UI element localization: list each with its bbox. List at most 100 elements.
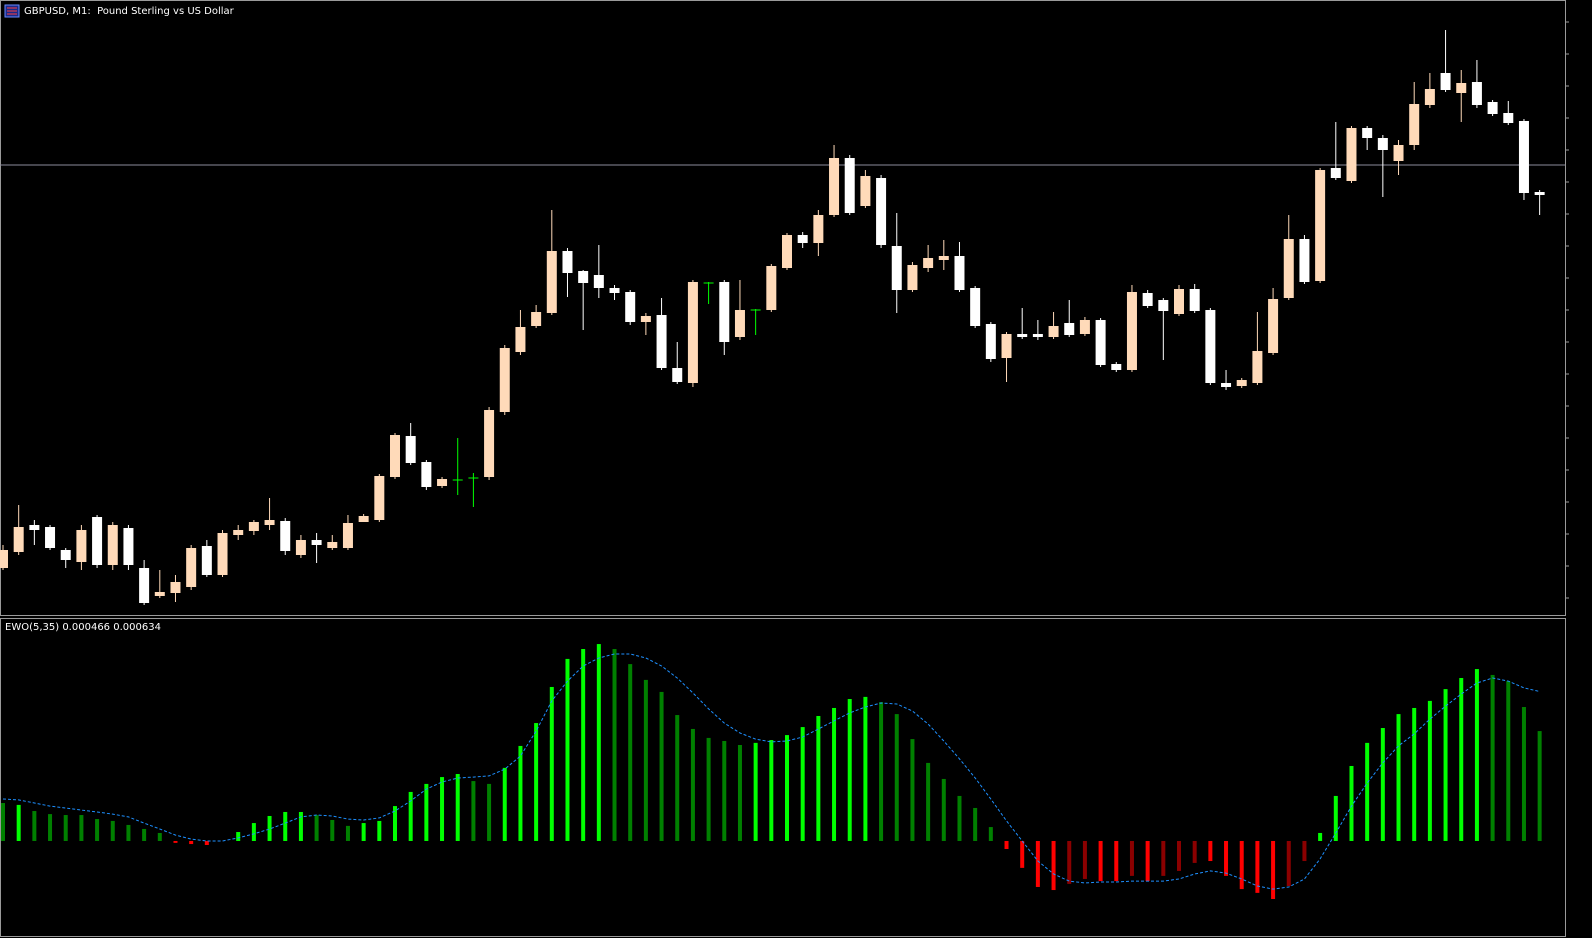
candle-body bbox=[1236, 380, 1247, 386]
candle-body bbox=[782, 235, 792, 268]
histogram-bar bbox=[800, 727, 805, 841]
histogram-bar bbox=[1177, 840, 1181, 871]
candle-body bbox=[1252, 351, 1263, 383]
candle-body bbox=[186, 548, 197, 587]
histogram-bar bbox=[1192, 840, 1197, 863]
histogram-bar bbox=[612, 649, 617, 841]
candle-body bbox=[1362, 128, 1373, 138]
histogram-bar bbox=[32, 811, 37, 841]
signal-line bbox=[2, 653, 1540, 890]
histogram-bar bbox=[910, 739, 915, 841]
histogram-bar bbox=[298, 811, 303, 841]
candle-body bbox=[233, 530, 244, 535]
candle-body bbox=[421, 462, 432, 487]
candle-body bbox=[499, 348, 510, 412]
histogram-bar bbox=[1129, 840, 1134, 876]
histogram-bar bbox=[1051, 840, 1056, 891]
chart-title: GBPUSD, M1: Pound Sterling vs US Dollar bbox=[24, 6, 235, 17]
histogram-bar bbox=[879, 702, 884, 841]
candle-body bbox=[954, 256, 965, 290]
candle-body bbox=[687, 282, 698, 383]
candle-body bbox=[1424, 89, 1435, 105]
candle-body bbox=[1205, 310, 1216, 383]
candle-body bbox=[484, 410, 495, 477]
candle-body bbox=[797, 235, 808, 243]
histogram-bar bbox=[204, 840, 209, 845]
histogram-bar bbox=[361, 823, 366, 841]
histogram-bar bbox=[1427, 700, 1432, 841]
histogram-bar bbox=[847, 699, 852, 841]
candle-body bbox=[640, 316, 651, 322]
candle-body bbox=[719, 282, 730, 342]
histogram-bar bbox=[1208, 840, 1213, 862]
indicator-title: EWO(5,35) 0.000466 0.000634 bbox=[5, 622, 161, 633]
candle-body bbox=[1330, 168, 1341, 178]
histogram-bar bbox=[189, 840, 194, 845]
candle-body bbox=[374, 476, 385, 520]
price-panel-border bbox=[0, 0, 1566, 616]
candle-body bbox=[1111, 364, 1122, 370]
candle-body bbox=[1315, 170, 1326, 281]
histogram-bar bbox=[565, 658, 570, 841]
histogram-bar bbox=[1490, 674, 1495, 841]
histogram-bar bbox=[314, 815, 319, 841]
candle-body bbox=[0, 550, 8, 568]
histogram-bar bbox=[1004, 840, 1009, 850]
histogram-bar bbox=[1333, 795, 1338, 841]
histogram-bar bbox=[628, 664, 633, 841]
histogram-bar bbox=[377, 820, 382, 841]
candle-body bbox=[1142, 293, 1153, 306]
histogram-bar bbox=[1506, 681, 1511, 841]
histogram-bar bbox=[1, 803, 5, 841]
histogram-bar bbox=[408, 791, 413, 841]
histogram-bar bbox=[1035, 840, 1040, 887]
histogram-bar bbox=[157, 832, 162, 841]
histogram-bar bbox=[549, 686, 554, 841]
histogram-bar bbox=[1098, 840, 1103, 882]
candle-body bbox=[1189, 289, 1200, 311]
candle-body bbox=[1471, 82, 1482, 105]
candle-body bbox=[295, 540, 306, 555]
candle-body bbox=[672, 368, 683, 382]
histogram-bar bbox=[63, 815, 68, 841]
histogram-bar bbox=[1380, 728, 1385, 841]
histogram-bar bbox=[596, 644, 601, 841]
candle-body bbox=[1032, 334, 1043, 337]
histogram-bar bbox=[643, 679, 648, 841]
candle-body bbox=[1001, 334, 1012, 358]
histogram-bar bbox=[440, 777, 445, 841]
candle-body bbox=[76, 530, 87, 562]
histogram-bar bbox=[1521, 707, 1526, 841]
histogram-bar bbox=[1161, 840, 1166, 876]
candle-body bbox=[1095, 320, 1106, 365]
histogram-bar bbox=[753, 742, 758, 841]
histogram-bar bbox=[1067, 840, 1072, 884]
candle-body bbox=[609, 288, 620, 293]
candle-body bbox=[201, 546, 212, 575]
candle-body bbox=[390, 435, 400, 477]
histogram-bar bbox=[1145, 840, 1150, 882]
histogram-bar bbox=[926, 762, 931, 841]
histogram-bar bbox=[1474, 669, 1479, 841]
histogram-bar bbox=[1318, 832, 1323, 841]
histogram-bar bbox=[988, 827, 993, 841]
histogram-bar bbox=[251, 823, 256, 841]
candle-body bbox=[358, 516, 369, 522]
symbol-icon bbox=[4, 4, 20, 18]
histogram-bar bbox=[1114, 840, 1119, 882]
candle-body bbox=[311, 540, 322, 545]
histogram-bar bbox=[1224, 840, 1229, 876]
histogram-bar bbox=[142, 828, 147, 841]
histogram-bar bbox=[675, 715, 680, 841]
candle-body bbox=[217, 533, 228, 575]
candle-body bbox=[1079, 320, 1090, 334]
histogram-bar bbox=[737, 744, 742, 841]
candle-body bbox=[1409, 104, 1420, 145]
candle-body bbox=[985, 324, 996, 359]
candle-body bbox=[1064, 323, 1075, 335]
candle-body bbox=[923, 258, 934, 268]
candle-body bbox=[1017, 334, 1028, 337]
histogram-bar bbox=[1365, 742, 1370, 841]
